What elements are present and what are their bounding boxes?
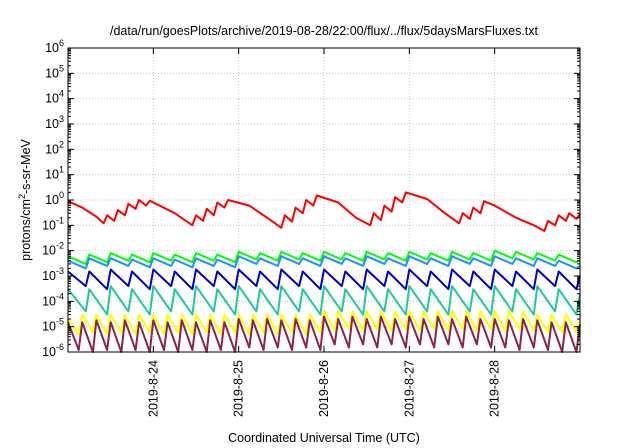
y-tick-exponent: -1 [56, 215, 64, 225]
y-tick-base: 10 [42, 294, 56, 308]
y-tick-base: 10 [45, 117, 59, 131]
y-tick-base: 10 [42, 244, 56, 258]
y-tick-base: 10 [45, 168, 59, 182]
series-line-4 [67, 268, 581, 291]
y-tick-label: 10-1 [42, 215, 64, 232]
series-line-2 [67, 249, 581, 265]
y-tick-exponent: 1 [59, 165, 64, 175]
y-tick-exponent: 0 [59, 190, 64, 200]
y-tick-label: 10-5 [42, 317, 64, 334]
y-tick-label: 106 [45, 38, 64, 55]
axis-ticks [68, 47, 580, 353]
y-tick-exponent: -6 [56, 342, 64, 352]
x-tick-label: 2019-8-28 [488, 360, 502, 417]
series-line-3 [67, 255, 581, 270]
y-tick-label: 104 [45, 89, 64, 106]
y-tick-exponent: 2 [59, 139, 64, 149]
y-tick-exponent: 6 [59, 38, 64, 48]
y-tick-base: 10 [45, 92, 59, 106]
y-axis-label: protons/cm2-s-sr-MeV [17, 138, 33, 260]
series-line-6 [67, 310, 581, 336]
x-tick-labels: 2019-8-24 2019-8-25 2019-8-26 2019-8-27 2019… [146, 360, 501, 417]
y-tick-exponent: -4 [56, 291, 64, 301]
y-tick-label: 105 [45, 63, 64, 80]
y-tick-base: 10 [45, 193, 59, 207]
y-tick-base: 10 [42, 218, 56, 232]
series-line-5 [67, 285, 581, 316]
y-tick-base: 10 [42, 345, 56, 359]
x-tick-label: 2019-8-26 [317, 360, 331, 417]
y-tick-label: 10-2 [42, 241, 64, 258]
y-tick-label: 101 [45, 165, 64, 182]
y-tick-base: 10 [42, 269, 56, 283]
y-tick-base: 10 [45, 41, 59, 55]
series-group [67, 191, 581, 353]
y-tick-exponent: -3 [56, 266, 64, 276]
chart-title: /data/run/goesPlots/archive/2019-08-28/2… [110, 24, 539, 38]
y-tick-label: 10-4 [42, 291, 64, 308]
y-tick-label: 10-6 [42, 342, 64, 359]
series-line-7 [67, 315, 581, 353]
y-tick-base: 10 [45, 66, 59, 80]
y-tick-exponent: 3 [59, 114, 64, 124]
y-tick-label: 10-3 [42, 266, 64, 283]
x-tick-label: 2019-8-27 [402, 360, 416, 417]
y-tick-label: 100 [45, 190, 64, 207]
y-tick-label: 102 [45, 139, 64, 156]
series-line-1 [67, 191, 581, 232]
y-tick-exponent: -2 [56, 241, 64, 251]
y-tick-exponent: 5 [59, 63, 64, 73]
y-tick-exponent: 4 [59, 89, 64, 99]
x-axis-label: Coordinated Universal Time (UTC) [228, 431, 420, 445]
y-tick-labels: 10610510410310210110010-110-210-310-410-… [42, 38, 64, 359]
x-tick-label: 2019-8-25 [232, 360, 246, 417]
y-tick-label: 103 [45, 114, 64, 131]
x-tick-label: 2019-8-24 [146, 360, 160, 417]
y-tick-base: 10 [42, 320, 56, 334]
y-tick-exponent: -5 [56, 317, 64, 327]
y-tick-base: 10 [45, 142, 59, 156]
